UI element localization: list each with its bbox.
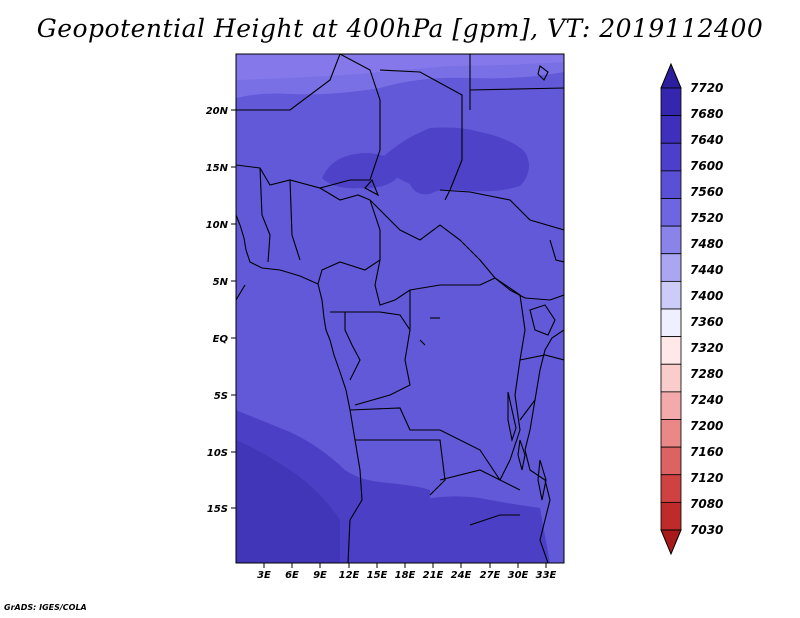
- height-field: [236, 54, 564, 563]
- lon-tick-24e: 24E: [451, 563, 472, 581]
- lat-label-5n: 5N: [213, 277, 229, 288]
- colorbar-label: 7480: [690, 237, 723, 251]
- lon-label-33e: 33E: [536, 570, 557, 581]
- lat-tick-15s: 15S: [207, 504, 236, 515]
- colorbar-swatch: [660, 419, 682, 448]
- colorbar-swatch: [660, 225, 682, 255]
- lat-tick-10s: 10S: [207, 448, 236, 459]
- colorbar-swatch: [660, 501, 682, 531]
- lon-tick-6e: 6E: [285, 563, 299, 581]
- lon-tick-33e: 33E: [536, 563, 557, 581]
- field-southwest-dark: [236, 440, 340, 563]
- lon-label-30e: 30E: [508, 570, 529, 581]
- colorbar-labels: 7720 7680 7640 7600 7560 7520 7480 7440 7400 7360…: [690, 81, 723, 537]
- colorbar-swatch: [660, 115, 682, 144]
- colorbar-bottom-arrow: [660, 529, 682, 556]
- colorbar-label: 7120: [690, 471, 723, 485]
- lat-label-5s: 5S: [214, 391, 228, 402]
- colorbar-top-arrow: [660, 62, 682, 89]
- lat-tick-5s: 5S: [214, 391, 236, 402]
- colorbar-swatch: [660, 170, 682, 199]
- lat-tick-10n: 10N: [206, 220, 236, 231]
- colorbar-swatch: [660, 474, 682, 503]
- lon-axis: 3E 6E 9E 12E 15E 18E 21E 24E 27E 30E 33E: [257, 563, 557, 581]
- colorbar-label: 7280: [690, 367, 723, 381]
- colorbar-label: 7360: [690, 315, 723, 329]
- lon-label-6e: 6E: [285, 570, 299, 581]
- lat-tick-20n: 20N: [206, 106, 236, 117]
- colorbar-label: 7440: [690, 263, 723, 277]
- lat-tick-5n: 5N: [213, 277, 236, 288]
- lon-tick-9e: 9E: [313, 563, 327, 581]
- lon-tick-3e: 3E: [257, 563, 271, 581]
- lon-tick-21e: 21E: [423, 563, 444, 581]
- colorbar-label: 7080: [690, 497, 723, 511]
- lon-tick-12e: 12E: [339, 563, 360, 581]
- lat-label-15n: 15N: [206, 163, 229, 174]
- lon-label-15e: 15E: [367, 570, 388, 581]
- colorbar-swatch: [660, 336, 682, 365]
- lon-tick-30e: 30E: [508, 563, 529, 581]
- colorbar-label: 7720: [690, 81, 723, 95]
- lat-tick-15n: 15N: [206, 163, 236, 174]
- colorbar-swatch: [660, 446, 682, 476]
- field-north-lighter: [236, 54, 564, 80]
- colorbar-label: 7160: [690, 445, 723, 459]
- lat-label-eq: EQ: [213, 334, 229, 345]
- lon-label-21e: 21E: [423, 570, 444, 581]
- country-borders: [236, 54, 564, 563]
- colorbar-swatch: [660, 142, 682, 172]
- colorbar-label: 7200: [690, 419, 723, 433]
- colorbar-swatch: [660, 391, 682, 420]
- colorbar-swatches: [660, 87, 682, 531]
- lon-tick-27e: 27E: [480, 563, 501, 581]
- colorbar-swatch: [660, 198, 682, 227]
- field-sahel-dark-1: [322, 153, 399, 189]
- colorbar-swatch: [660, 308, 682, 338]
- lon-tick-18e: 18E: [395, 563, 416, 581]
- colorbar-label: 7030: [690, 523, 723, 537]
- lat-label-15s: 15S: [207, 504, 228, 515]
- map-frame: [235, 53, 565, 564]
- colorbar-swatch: [660, 280, 682, 310]
- lat-label-20n: 20N: [206, 106, 229, 117]
- colorbar-label: 7320: [690, 341, 723, 355]
- map-title: Geopotential Height at 400hPa [gpm], VT:…: [36, 14, 764, 43]
- lon-label-12e: 12E: [339, 570, 360, 581]
- colorbar-label: 7400: [690, 289, 723, 303]
- lon-label-18e: 18E: [395, 570, 416, 581]
- lon-tick-15e: 15E: [367, 563, 388, 581]
- lon-label-27e: 27E: [480, 570, 501, 581]
- colorbar-label: 7640: [690, 133, 723, 147]
- colorbar-swatch: [660, 87, 682, 117]
- grads-credit: GrADS: IGES/COLA: [4, 603, 87, 612]
- field-south-dark-2: [420, 496, 550, 563]
- lat-label-10s: 10S: [207, 448, 228, 459]
- lat-axis: 20N 15N 10N 5N EQ 5S 10S 15S: [206, 106, 236, 515]
- lat-label-10n: 10N: [206, 220, 229, 231]
- colorbar-label: 7520: [690, 211, 723, 225]
- colorbar-label: 7600: [690, 159, 723, 173]
- field-sahel-dark-2: [380, 127, 529, 195]
- colorbar-swatch: [660, 253, 682, 282]
- lat-tick-eq: EQ: [213, 334, 236, 345]
- colorbar-label: 7680: [690, 107, 723, 121]
- colorbar: 7720 7680 7640 7600 7560 7520 7480 7440 7400 7360…: [660, 62, 723, 556]
- lon-label-24e: 24E: [451, 570, 472, 581]
- colorbar-label: 7560: [690, 185, 723, 199]
- colorbar-swatch: [660, 363, 682, 393]
- lon-label-3e: 3E: [257, 570, 271, 581]
- lon-label-9e: 9E: [313, 570, 327, 581]
- colorbar-label: 7240: [690, 393, 723, 407]
